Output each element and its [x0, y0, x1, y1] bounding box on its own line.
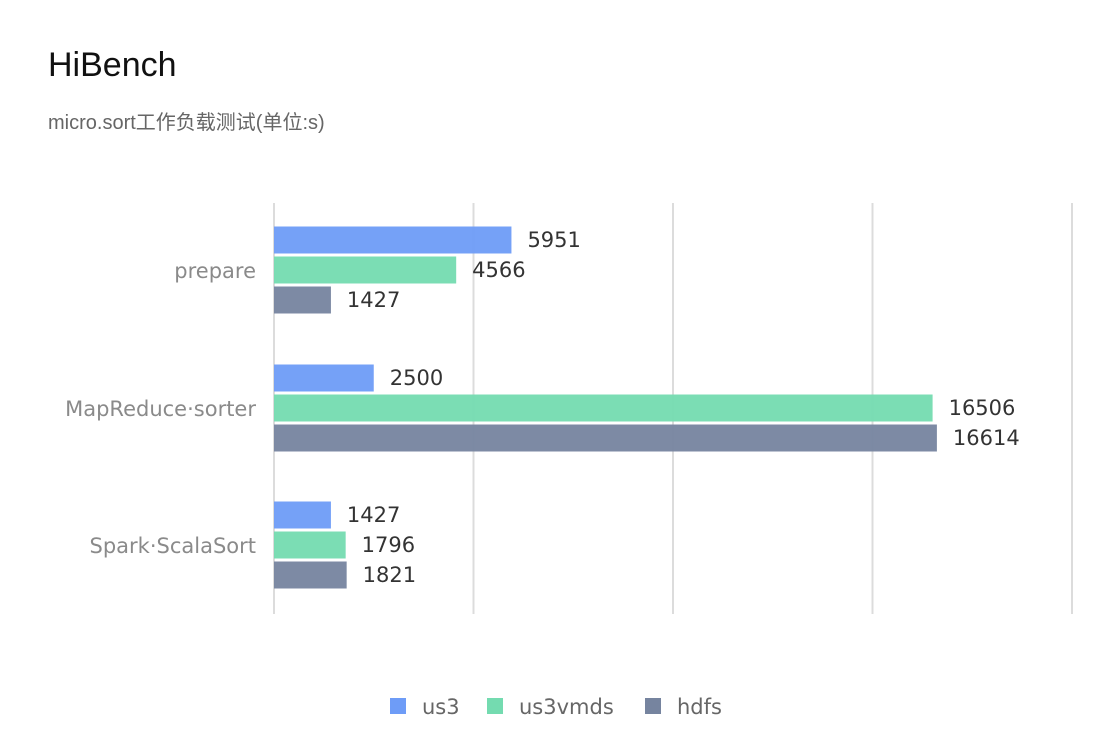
value-label-hdfs-2: 1821: [363, 563, 416, 587]
bar-us3vmds-1: [274, 394, 933, 422]
bar-hdfs-2: [274, 561, 347, 589]
value-label-us3vmds-1: 16506: [949, 396, 1016, 420]
category-label: prepare: [174, 259, 256, 283]
bars: [274, 226, 937, 589]
value-label-hdfs-0: 1427: [347, 288, 400, 312]
bar-hdfs-1: [274, 424, 937, 452]
value-label-us3vmds-2: 1796: [362, 533, 415, 557]
legend: us3 us3vmds hdfs: [390, 695, 722, 719]
chart-title: HiBench: [48, 46, 177, 84]
bar-hdfs-0: [274, 286, 331, 314]
chart-subtitle: micro.sort工作负载测试(单位:s): [48, 112, 325, 134]
value-label-us3-1: 2500: [390, 366, 443, 390]
bar-us3vmds-0: [274, 256, 457, 284]
category-label: MapReduce·sorter: [65, 397, 256, 421]
bar-us3-1: [274, 364, 374, 392]
value-label-hdfs-1: 16614: [953, 426, 1020, 450]
bar-us3-0: [274, 226, 512, 254]
bar-us3-2: [274, 501, 331, 529]
bar-us3vmds-2: [274, 531, 346, 559]
legend-swatch-hdfs: [645, 698, 661, 714]
value-label-us3-0: 5951: [527, 228, 580, 252]
category-labels: prepare MapReduce·sorter Spark·ScalaSort: [65, 259, 256, 558]
legend-label-hdfs: hdfs: [677, 695, 722, 719]
legend-label-us3vmds: us3vmds: [519, 695, 614, 719]
legend-swatch-us3vmds: [487, 698, 503, 714]
category-label: Spark·ScalaSort: [90, 534, 257, 558]
value-label-us3-2: 1427: [347, 503, 400, 527]
legend-swatch-us3: [390, 698, 406, 714]
value-label-us3vmds-0: 4566: [472, 258, 525, 282]
legend-label-us3: us3: [422, 695, 460, 719]
